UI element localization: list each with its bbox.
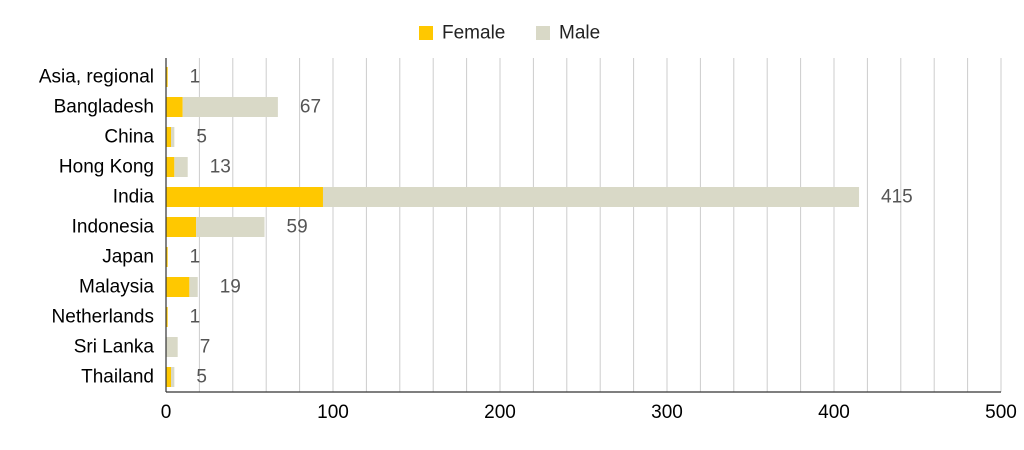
legend-label-female: Female: [442, 23, 505, 44]
x-tick-label-500: 500: [985, 402, 1017, 423]
bar-female-hong-kong: [166, 157, 175, 177]
total-label-bangladesh: 67: [300, 97, 321, 118]
bar-female-india: [166, 187, 323, 207]
total-label-india: 415: [881, 187, 913, 208]
bar-male-sri-lanka: [166, 337, 178, 357]
x-axis-tick-labels: 0 100 200 300 400 500: [161, 402, 1017, 423]
legend-swatch-male: [536, 26, 550, 40]
x-tick-label-300: 300: [651, 402, 683, 423]
total-label-hong-kong: 13: [210, 157, 231, 178]
total-label-thailand: 5: [196, 367, 207, 388]
axes: [165, 58, 1001, 393]
bar-male-india: [322, 187, 860, 207]
x-tick-label-200: 200: [484, 402, 516, 423]
gridlines: [198, 58, 1002, 392]
bar-male-indonesia: [196, 217, 265, 237]
bar-female-japan: [166, 247, 168, 267]
bar-female-china: [166, 127, 172, 147]
category-label-sri-lanka: Sri Lanka: [74, 337, 155, 358]
total-label-china: 5: [196, 127, 207, 148]
bar-female-thailand: [166, 367, 172, 387]
bar-female-malaysia: [166, 277, 190, 297]
x-tick-label-100: 100: [317, 402, 349, 423]
total-label-indonesia: 59: [287, 217, 308, 238]
category-label-asia-regional: Asia, regional: [39, 67, 154, 88]
x-tick-label-0: 0: [161, 402, 172, 423]
bar-male-thailand: [171, 367, 175, 387]
bar-female-asia-regional: [166, 67, 168, 87]
bar-male-malaysia: [189, 277, 198, 297]
category-label-hong-kong: Hong Kong: [59, 157, 154, 178]
total-label-malaysia: 19: [220, 277, 241, 298]
category-label-japan: Japan: [102, 247, 154, 268]
category-label-india: India: [113, 187, 155, 208]
category-label-netherlands: Netherlands: [52, 307, 154, 328]
bars: [166, 67, 860, 387]
category-label-thailand: Thailand: [81, 367, 154, 388]
x-tick-label-400: 400: [818, 402, 850, 423]
total-label-asia-regional: 1: [190, 67, 201, 88]
bar-female-bangladesh: [166, 97, 183, 117]
bar-female-indonesia: [166, 217, 197, 237]
bar-female-netherlands: [166, 307, 168, 327]
bar-male-hong-kong: [174, 157, 188, 177]
category-label-china: China: [104, 127, 154, 148]
bar-male-bangladesh: [182, 97, 278, 117]
legend-swatch-female: [419, 26, 433, 40]
category-label-indonesia: Indonesia: [72, 217, 155, 238]
bar-male-china: [171, 127, 175, 147]
total-label-japan: 1: [190, 247, 201, 268]
category-labels: Asia, regional Bangladesh China Hong Kong In…: [39, 67, 155, 388]
legend-label-male: Male: [559, 23, 600, 44]
total-label-sri-lanka: 7: [200, 337, 211, 358]
category-label-bangladesh: Bangladesh: [54, 97, 154, 118]
category-label-malaysia: Malaysia: [79, 277, 154, 298]
total-label-netherlands: 1: [190, 307, 201, 328]
legend: Female Male: [419, 23, 600, 44]
